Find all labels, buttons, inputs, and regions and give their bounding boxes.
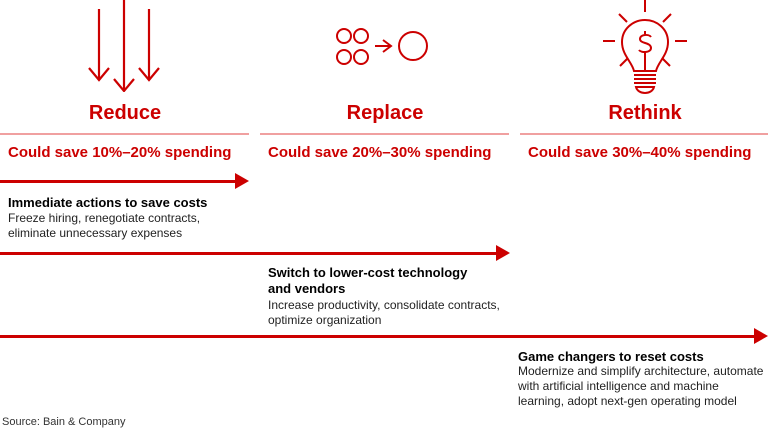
column-title-replace: Replace <box>346 102 424 124</box>
step-heading-line: and vendors <box>268 281 346 296</box>
step-heading-line: Switch to lower-cost technology <box>268 265 468 280</box>
step-body-line: with artificial intelligence and machine <box>518 379 719 393</box>
savings-rethink: Could save 30%–40% spending <box>528 144 752 161</box>
consolidate-circles-icon <box>334 27 436 67</box>
savings-reduce: Could save 10%–20% spending <box>8 144 232 161</box>
step-body-reduce: Freeze hiring, renegotiate contracts, el… <box>8 211 200 241</box>
step-heading-rethink: Game changers to reset costs <box>518 349 704 364</box>
timeline-arrow-rethink <box>0 335 756 338</box>
column-title-reduce: Reduce <box>88 102 162 124</box>
step-heading-reduce: Immediate actions to save costs <box>8 195 208 210</box>
divider-rethink <box>520 133 768 135</box>
step-heading-replace: Switch to lower-cost technology and vend… <box>268 265 467 297</box>
divider-reduce <box>0 133 249 135</box>
step-body-line: Freeze hiring, renegotiate contracts, <box>8 211 201 225</box>
step-body-line: Increase productivity, consolidate contr… <box>268 298 500 312</box>
step-body-rethink: Modernize and simplify architecture, aut… <box>518 364 763 409</box>
source-note: Source: Bain & Company <box>2 416 126 428</box>
timeline-arrow-reduce <box>0 180 236 183</box>
step-body-line: Modernize and simplify architecture, aut… <box>518 364 764 378</box>
step-body-line: learning, adopt next-gen operating model <box>518 394 737 408</box>
arrow-head-icon <box>235 173 249 189</box>
divider-replace <box>260 133 509 135</box>
down-arrows-icon <box>86 0 162 92</box>
savings-replace: Could save 20%–30% spending <box>268 144 492 161</box>
step-body-line: optimize organization <box>268 313 382 327</box>
lightbulb-dollar-icon <box>600 0 690 94</box>
timeline-arrow-replace <box>0 252 497 255</box>
arrow-head-icon <box>496 245 510 261</box>
arrow-head-icon <box>754 328 768 344</box>
column-title-rethink: Rethink <box>608 102 682 124</box>
step-body-replace: Increase productivity, consolidate contr… <box>268 298 500 328</box>
step-body-line: eliminate unnecessary expenses <box>8 226 183 240</box>
